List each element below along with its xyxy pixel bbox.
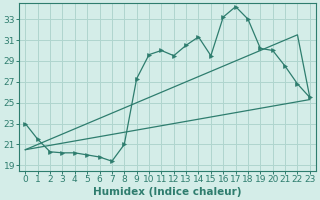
X-axis label: Humidex (Indice chaleur): Humidex (Indice chaleur): [93, 187, 242, 197]
